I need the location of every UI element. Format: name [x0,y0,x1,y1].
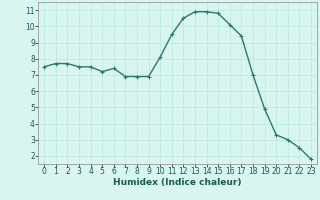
X-axis label: Humidex (Indice chaleur): Humidex (Indice chaleur) [113,178,242,187]
